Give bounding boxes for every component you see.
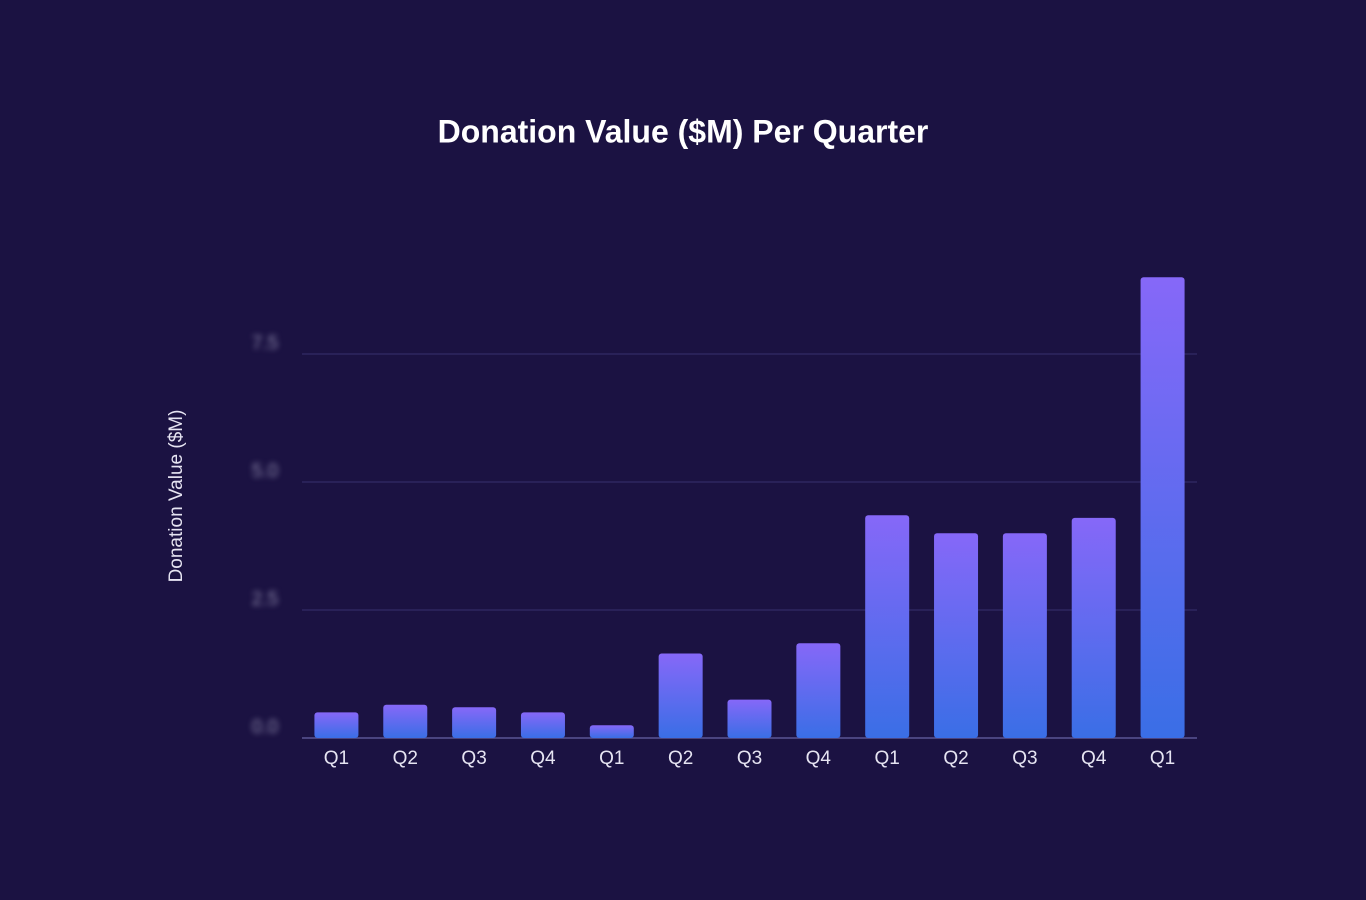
bar: [314, 712, 359, 738]
bar: [1140, 277, 1185, 738]
chart-title: Donation Value ($M) Per Quarter: [438, 113, 929, 149]
bar: [452, 707, 497, 738]
x-tick-label: Q1: [599, 748, 624, 769]
bar: [1002, 533, 1047, 738]
x-tick-label: Q2: [668, 748, 693, 769]
y-tick-label: 2.5: [252, 589, 278, 610]
bar: [589, 725, 634, 738]
bar: [865, 515, 910, 738]
bar: [383, 704, 428, 738]
x-tick-label: Q2: [393, 748, 418, 769]
bar: [658, 653, 703, 738]
x-tick-label: Q2: [943, 748, 968, 769]
x-tick-label: Q3: [1012, 748, 1037, 769]
bar: [520, 712, 565, 738]
x-tick-label: Q3: [461, 748, 486, 769]
x-tick-label: Q4: [806, 748, 832, 769]
bar: [1071, 517, 1116, 738]
bar: [934, 533, 979, 738]
y-tick-label: 5.0: [252, 461, 278, 482]
bar: [796, 643, 841, 738]
x-tick-label: Q1: [324, 748, 349, 769]
y-axis-label: Donation Value ($M): [166, 410, 187, 583]
x-tick-label: Q4: [1081, 748, 1107, 769]
x-tick-label: Q3: [737, 748, 762, 769]
x-tick-label: Q1: [875, 748, 900, 769]
bar: [727, 699, 772, 738]
y-tick-label: 0.0: [252, 717, 278, 738]
y-tick-label: 7.5: [252, 333, 278, 354]
x-tick-label: Q1: [1150, 748, 1175, 769]
x-tick-label: Q4: [530, 748, 556, 769]
